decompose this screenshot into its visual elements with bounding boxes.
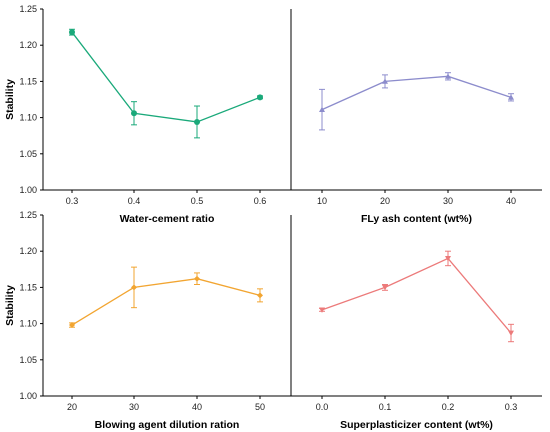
panel-3: 1.00 1.05 1.10 1.15 1.20 1.25 Stability 20 30 40 5… [4, 210, 265, 431]
x-tick-label: 20 [380, 196, 390, 206]
data-point [508, 330, 514, 337]
data-point [69, 29, 75, 36]
panel-4: 0.0 0.1 0.2 0.3 Superplasticizer content (wt… [316, 250, 518, 431]
y-tick-label: 1.00 [19, 391, 37, 401]
data-point [445, 73, 451, 79]
y-tick-label: 1.15 [19, 76, 37, 86]
series-line [321, 75, 512, 111]
data-point [194, 118, 200, 125]
y-tick-label: 1.05 [19, 149, 37, 159]
data-point [319, 106, 325, 113]
data-point [131, 284, 137, 291]
data-point [382, 78, 388, 84]
series-line [321, 257, 512, 334]
data-point [445, 256, 451, 262]
y-tick-label: 1.20 [19, 40, 37, 50]
x-tick-label: 50 [255, 402, 265, 412]
y-tick-label: 1.10 [19, 319, 37, 329]
y-tick-label: 1.05 [19, 355, 37, 365]
y-tick-label: 1.15 [19, 282, 37, 292]
y-axis-title: Stability [4, 285, 16, 326]
x-axis-title: Blowing agent dilution ration [95, 419, 240, 431]
x-tick-label: 0.2 [442, 402, 455, 412]
y-tick-label: 1.25 [19, 210, 37, 220]
y-tick-label: 1.00 [19, 185, 37, 195]
series-line [71, 278, 261, 326]
data-point [131, 110, 137, 117]
x-axis-title: FLy ash content (wt%) [361, 213, 472, 225]
x-tick-label: 0.1 [379, 402, 392, 412]
data-point [382, 285, 388, 291]
y-axis-title: Stability [4, 79, 16, 120]
x-tick-label: 0.5 [191, 196, 204, 206]
data-point [257, 94, 263, 101]
x-tick-label: 40 [506, 196, 516, 206]
x-tick-label: 40 [192, 402, 202, 412]
x-tick-label: 20 [67, 402, 77, 412]
x-tick-label: 0.4 [128, 196, 141, 206]
x-tick-label: 0.3 [505, 402, 518, 412]
x-tick-label: 0.6 [254, 196, 267, 206]
x-tick-label: 10 [317, 196, 327, 206]
y-tick-label: 1.20 [19, 246, 37, 256]
x-tick-label: 30 [443, 196, 453, 206]
x-tick-label: 30 [129, 402, 139, 412]
y-tick-label: 1.25 [19, 4, 37, 14]
x-axis-title: Superplasticizer content (wt%) [340, 419, 493, 431]
data-point [69, 322, 75, 329]
x-axis-title: Water-cement ratio [120, 213, 215, 225]
data-point [508, 94, 514, 100]
panel-1: 1.00 1.05 1.10 1.15 1.20 1.25 Stability 0.3 0.4 0… [4, 4, 266, 225]
series-line [71, 31, 261, 123]
data-point [194, 275, 200, 282]
y-tick-label: 1.10 [19, 113, 37, 123]
x-tick-label: 0.0 [316, 402, 329, 412]
x-tick-label: 0.3 [66, 196, 79, 206]
data-point [319, 307, 325, 313]
panel-2: 10 20 30 40 FLy ash content (wt%) [317, 72, 516, 225]
data-point [257, 292, 263, 299]
